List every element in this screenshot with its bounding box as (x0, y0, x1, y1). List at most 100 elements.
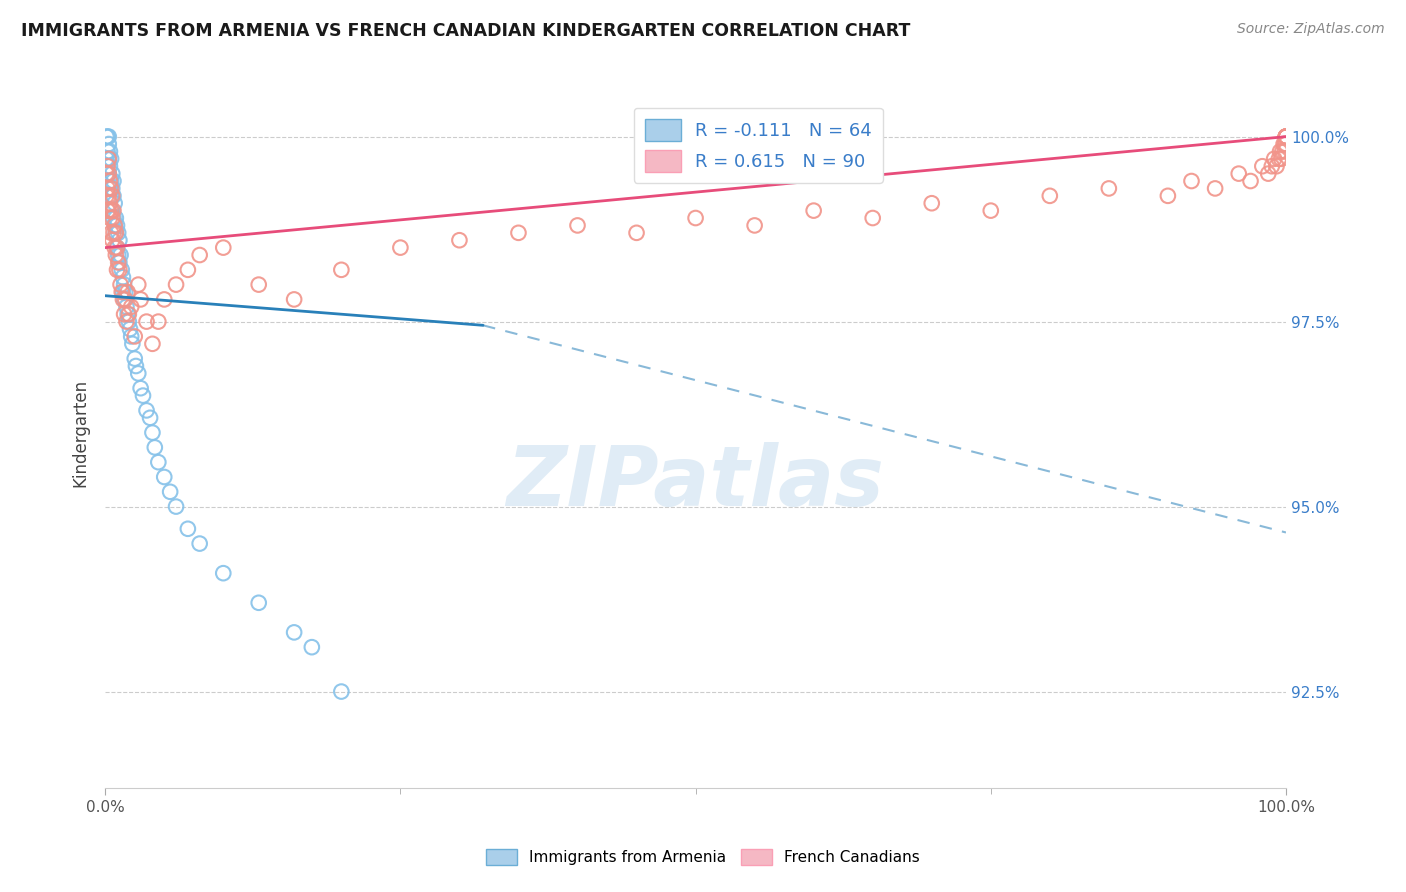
Point (101, 233, 124, 247)
Point (114, 293, 136, 307)
Text: Source: ZipAtlas.com: Source: ZipAtlas.com (1237, 22, 1385, 37)
Point (212, 566, 235, 581)
Point (97, 167, 120, 181)
Point (100, 181, 122, 195)
Point (177, 522, 200, 536)
Point (97, 203, 120, 218)
Point (104, 219, 127, 233)
Point (115, 300, 138, 314)
Point (105, 219, 128, 233)
Point (159, 484, 181, 499)
Point (508, 226, 530, 240)
Point (685, 211, 707, 225)
Point (1272, 136, 1295, 151)
Point (111, 285, 134, 299)
Point (103, 174, 125, 188)
Point (96, 167, 118, 181)
Point (1274, 136, 1296, 151)
Point (97, 189, 120, 203)
Point (98, 211, 121, 225)
Point (143, 441, 166, 455)
Point (104, 241, 127, 255)
Point (135, 403, 157, 417)
Point (247, 277, 270, 292)
Point (111, 293, 134, 307)
Y-axis label: Kindergarten: Kindergarten (72, 378, 89, 487)
Point (188, 248, 211, 262)
Point (110, 248, 132, 262)
Point (96, 152, 118, 166)
Point (112, 293, 135, 307)
Point (1239, 174, 1261, 188)
Point (108, 233, 131, 247)
Point (100, 203, 122, 218)
Point (104, 196, 127, 211)
Point (97, 181, 120, 195)
Point (100, 226, 122, 240)
Point (212, 241, 235, 255)
Point (626, 226, 648, 240)
Point (108, 262, 131, 277)
Point (127, 367, 149, 381)
Point (132, 388, 155, 402)
Point (111, 270, 134, 285)
Point (1263, 152, 1285, 166)
Point (118, 307, 141, 321)
Point (112, 277, 135, 292)
Point (921, 196, 943, 211)
Point (97, 129, 120, 144)
Point (153, 470, 176, 484)
Point (107, 226, 129, 240)
Point (141, 336, 163, 351)
Point (148, 315, 170, 329)
Point (105, 241, 128, 255)
Legend: Immigrants from Armenia, French Canadians: Immigrants from Armenia, French Canadian… (479, 843, 927, 871)
Text: ZIPatlas: ZIPatlas (506, 442, 884, 523)
Point (124, 351, 146, 366)
Point (98, 174, 121, 188)
Point (1275, 129, 1298, 144)
Point (188, 536, 211, 550)
Point (120, 329, 142, 343)
Point (103, 203, 125, 218)
Point (1274, 145, 1296, 159)
Point (118, 315, 141, 329)
Point (153, 293, 176, 307)
Point (121, 336, 143, 351)
Point (97, 129, 120, 144)
Point (330, 262, 353, 277)
Point (247, 596, 270, 610)
Point (1275, 136, 1298, 151)
Point (100, 189, 122, 203)
Point (567, 219, 589, 233)
Point (1271, 145, 1294, 159)
Point (389, 241, 412, 255)
Point (97, 145, 120, 159)
Point (103, 226, 125, 240)
Point (100, 152, 122, 166)
Point (108, 255, 131, 269)
Point (1227, 167, 1250, 181)
Point (449, 233, 471, 247)
Point (135, 315, 157, 329)
Point (1257, 167, 1279, 181)
Point (1275, 129, 1298, 144)
Point (1275, 129, 1298, 144)
Point (101, 189, 124, 203)
Point (1265, 159, 1288, 173)
Point (1098, 181, 1121, 195)
Point (129, 381, 152, 395)
Point (1275, 129, 1298, 144)
Point (1275, 129, 1298, 144)
Point (105, 241, 128, 255)
Point (139, 410, 162, 425)
Point (104, 219, 127, 233)
Point (97, 203, 120, 218)
Point (103, 189, 125, 203)
Point (1275, 129, 1298, 144)
Point (101, 203, 124, 218)
Point (104, 211, 127, 225)
Point (112, 307, 135, 321)
Point (165, 277, 187, 292)
Point (803, 203, 825, 218)
